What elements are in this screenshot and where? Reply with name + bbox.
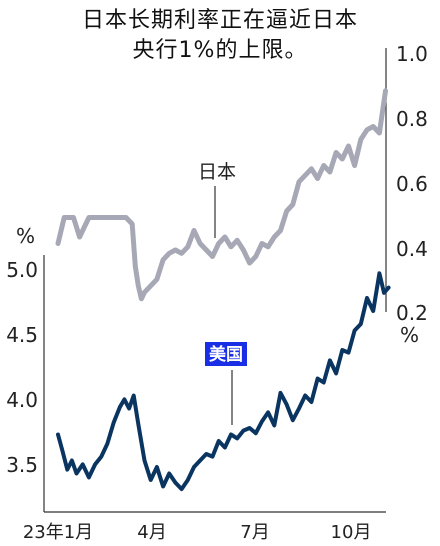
y-left-tick-label: 4.5: [6, 323, 38, 347]
y-right-tick-label: 0.2: [396, 301, 428, 325]
y-left-tick-label: 3.5: [6, 453, 38, 477]
y-right-tick-label: 1.0: [396, 42, 428, 66]
y-right-tick-label: 0.8: [396, 107, 428, 131]
us-series-label-box: [205, 342, 247, 366]
y-left-unit: %: [16, 224, 35, 248]
y-left-tick-label: 5.0: [6, 258, 38, 282]
y-right-tick-label: 0.4: [396, 237, 428, 261]
y-left-tick-label: 4.0: [6, 388, 38, 412]
chart-title: 日本长期利率正在逼近日本 央行1%的上限。: [0, 6, 440, 66]
us-series-label: 美国: [209, 344, 243, 365]
x-tick-label: 7月: [240, 522, 269, 543]
series-line-us: [56, 271, 391, 492]
x-tick-label: 4月: [137, 522, 166, 543]
series-line-japan: [55, 88, 388, 302]
y-right-unit: %: [400, 323, 419, 347]
japan-series-label: 日本: [198, 161, 236, 183]
title-line-2: 央行1%的上限。: [132, 38, 308, 63]
x-tick-label: 23年1月: [23, 522, 93, 543]
y-right-tick-label: 0.6: [396, 172, 428, 196]
x-tick-label: 10月: [331, 522, 372, 543]
title-line-1: 日本长期利率正在逼近日本: [81, 8, 358, 33]
